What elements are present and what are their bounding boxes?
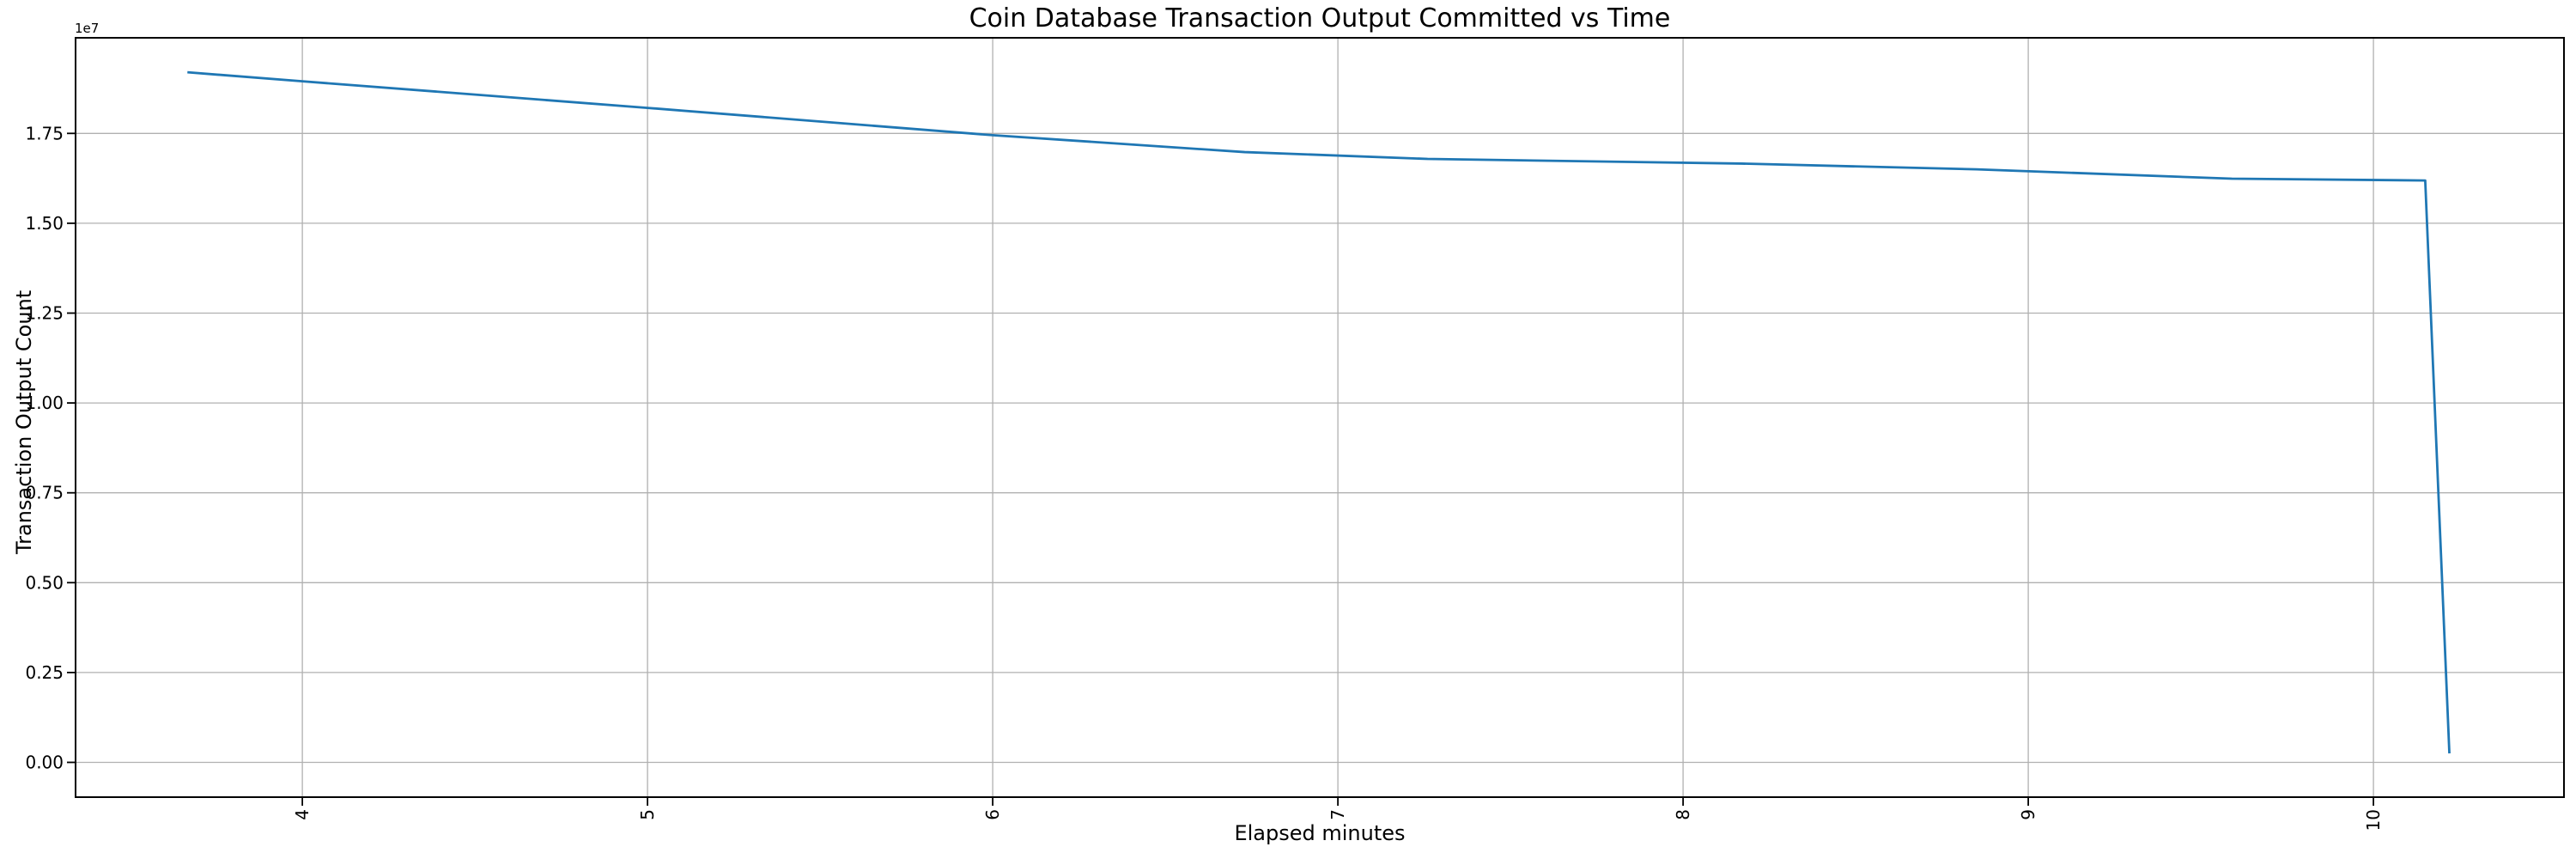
y-tick-label: 1.00: [25, 393, 64, 413]
plot-border: [75, 37, 2565, 798]
series-line: [187, 70, 2451, 754]
y-axis-label: Transaction Output Count: [12, 289, 36, 554]
y-tick-label: 1.75: [25, 123, 64, 143]
x-tick-label: 6: [982, 809, 1003, 820]
x-tick-label: 8: [1673, 809, 1693, 820]
chart-title: Coin Database Transaction Output Committ…: [969, 3, 1671, 34]
y-axis-offset-text: 1e7: [75, 21, 100, 36]
y-tick-label: 0.00: [25, 752, 64, 772]
y-tick-label: 0.25: [25, 662, 64, 683]
y-tick-label: 0.50: [25, 572, 64, 593]
x-tick-label: 4: [292, 809, 313, 820]
x-tick-label: 5: [637, 809, 658, 820]
y-tick-label: 0.75: [25, 483, 64, 503]
x-tick-label: 10: [2363, 809, 2384, 831]
y-tick-label: 1.50: [25, 213, 64, 234]
x-tick-label: 7: [1327, 809, 1348, 820]
x-tick-label: 9: [2018, 809, 2038, 820]
y-tick-label: 1.25: [25, 302, 64, 323]
x-axis-label: Elapsed minutes: [1234, 821, 1406, 845]
